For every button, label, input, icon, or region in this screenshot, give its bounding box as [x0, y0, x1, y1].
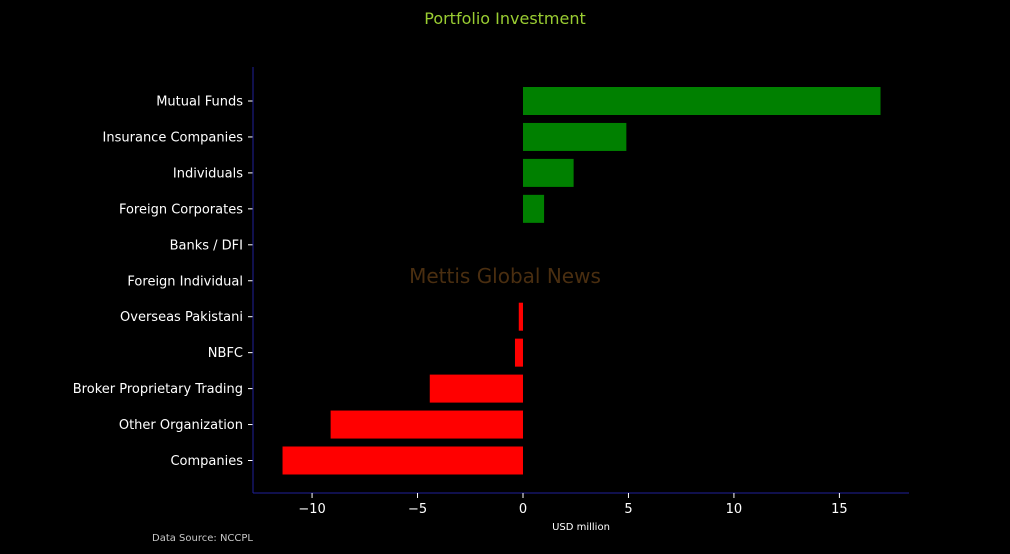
y-tick-label: Mutual Funds — [156, 95, 243, 110]
bar — [522, 122, 627, 151]
x-tick-label: −5 — [408, 502, 427, 517]
x-tick-label: 15 — [831, 502, 848, 517]
bar — [522, 158, 574, 187]
y-tick-label: Individuals — [173, 166, 243, 181]
bar — [518, 302, 523, 331]
bar — [429, 374, 523, 403]
y-tick-label: Banks / DFI — [170, 238, 243, 253]
x-axis-label: USD million — [552, 522, 610, 533]
y-tick-label: Insurance Companies — [103, 130, 244, 145]
bar — [522, 87, 881, 115]
x-tick-label: 0 — [519, 502, 527, 517]
bar — [522, 194, 545, 223]
y-tick-label: NBFC — [208, 346, 243, 361]
x-tick-label: 10 — [726, 502, 743, 517]
y-tick-label: Companies — [170, 454, 243, 469]
y-tick-label: Foreign Corporates — [119, 202, 243, 217]
y-tick-label: Broker Proprietary Trading — [73, 382, 243, 397]
x-tick-label: 5 — [624, 502, 632, 517]
y-tick-label: Overseas Pakistani — [120, 310, 243, 325]
y-tick-label: Other Organization — [119, 418, 243, 433]
chart-title: Portfolio Investment — [424, 9, 586, 28]
data-source-note: Data Source: NCCPL — [152, 533, 253, 544]
watermark: Mettis Global News — [409, 264, 601, 288]
y-tick-label: Foreign Individual — [127, 274, 243, 289]
x-tick-label: −10 — [298, 502, 325, 517]
bar — [330, 410, 523, 439]
bar — [514, 338, 523, 367]
bar — [282, 446, 523, 475]
